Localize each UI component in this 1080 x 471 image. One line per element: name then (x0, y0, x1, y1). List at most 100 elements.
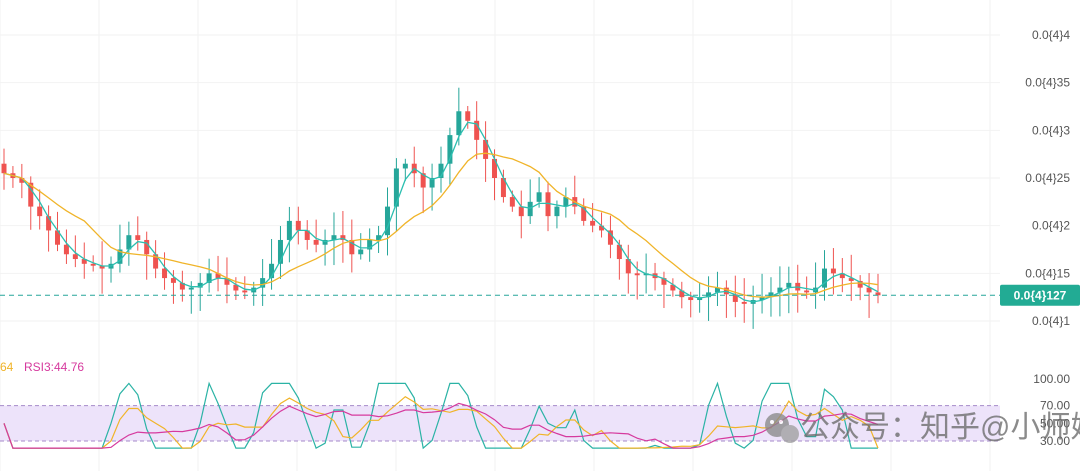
y-tick-label: 0.0{4}15 (1025, 266, 1070, 280)
price-tag-label: 0.0{4}127 (1014, 288, 1067, 302)
candle-body (224, 278, 230, 285)
rsi-tick-label: 100.00 (1033, 372, 1070, 386)
candle-body (126, 235, 132, 250)
rsi-band (0, 405, 1000, 442)
candle-body (313, 239, 319, 245)
candle-body (607, 230, 613, 245)
candle-body (706, 292, 712, 298)
candle-body (1, 163, 7, 174)
candle-body (304, 230, 310, 240)
candle-body (599, 225, 605, 231)
candle-body (19, 178, 25, 183)
candle-body (670, 284, 676, 291)
candle-body (483, 139, 489, 159)
candle-body (590, 220, 596, 226)
candle-body (741, 301, 747, 304)
candle-body (679, 290, 685, 298)
rsi-line-1 (3, 381, 878, 450)
candle-body (616, 244, 622, 260)
candle-body (81, 259, 87, 264)
candle-body (28, 182, 34, 207)
candle-body (170, 278, 176, 283)
candle-body (242, 290, 248, 293)
ma-fast-line (3, 121, 879, 303)
candle-body (99, 265, 105, 269)
candle-body (634, 273, 640, 276)
candle-body (144, 239, 150, 255)
candle-body (465, 111, 471, 121)
candlestick-series (1, 87, 881, 329)
candle-body (768, 292, 774, 298)
candle-body (536, 192, 542, 202)
y-tick-label: 0.0{4}1 (1032, 314, 1070, 328)
candle-body (830, 268, 836, 274)
candle-body (500, 178, 506, 198)
candle-body (474, 120, 480, 140)
candle-body (732, 294, 738, 302)
candle-body (438, 163, 444, 178)
wechat-icon (765, 413, 799, 443)
candle-body (37, 206, 43, 217)
candle-body (340, 235, 346, 240)
candle-body (545, 192, 551, 217)
y-tick-label: 0.0{4}3 (1032, 123, 1070, 137)
y-tick-label: 0.0{4}4 (1032, 28, 1070, 42)
rsi-line-3 (3, 402, 879, 449)
candle-body (804, 290, 810, 293)
candle-body (447, 135, 453, 164)
candle-body (117, 249, 123, 264)
current-price-tag: 0.0{4}127 (1000, 284, 1080, 306)
candle-body (554, 206, 560, 217)
candle-body (162, 268, 168, 279)
candle-body (63, 244, 69, 255)
watermark: 公众号：知乎@小师妹 (765, 411, 1080, 444)
candle-body (135, 235, 141, 240)
candle-body (821, 268, 827, 288)
rsi-tick-label: 30.00 (1040, 434, 1070, 448)
candle-body (233, 284, 239, 291)
candle-body (509, 197, 515, 207)
candle-body (90, 263, 96, 266)
candle-body (215, 273, 221, 279)
candle-body (786, 282, 792, 288)
y-tick-label: 0.0{4}2 (1032, 219, 1070, 233)
candle-body (848, 278, 854, 281)
rsi-label: RSI3:44.76 (24, 360, 84, 374)
candle-body (429, 178, 435, 188)
candle-body (46, 216, 52, 231)
candle-body (688, 297, 694, 301)
candle-body (260, 278, 266, 288)
rsi-band-fill (0, 405, 1000, 441)
candle-body (759, 297, 765, 301)
candle-body (563, 197, 569, 207)
candle-body (661, 278, 667, 285)
candle-body (197, 282, 203, 288)
candle-body (527, 201, 533, 217)
candle-body (492, 158, 498, 178)
rsi-tick-label: 70.00 (1040, 399, 1070, 413)
candle-body (625, 259, 631, 274)
candle-body (384, 206, 390, 236)
candle-body (402, 163, 408, 169)
price-tag-background (1000, 284, 1080, 306)
candle-body (269, 263, 275, 279)
candle-body (777, 287, 783, 293)
candle-body (839, 273, 845, 279)
price-axis: 0.0{4}4 0.0{4}35 0.0{4}3 0.0{4}25 0.0{4}2 0.0… (1025, 28, 1070, 448)
candle-body (295, 220, 301, 231)
candle-body (358, 249, 364, 255)
candle-body (866, 287, 872, 293)
candle-body (367, 239, 373, 250)
candle-body (875, 292, 881, 296)
candle-body (322, 239, 328, 245)
candle-body (206, 273, 212, 283)
candle-body (72, 254, 78, 260)
rsi-partial-label: 64 (0, 360, 14, 374)
y-tick-label: 0.0{4}25 (1025, 171, 1070, 185)
candle-body (277, 239, 283, 264)
grid-lines (0, 0, 1000, 471)
candle-body (714, 287, 720, 293)
candle-body (286, 220, 292, 240)
rsi-tick-label: 50.00 (1040, 416, 1070, 430)
